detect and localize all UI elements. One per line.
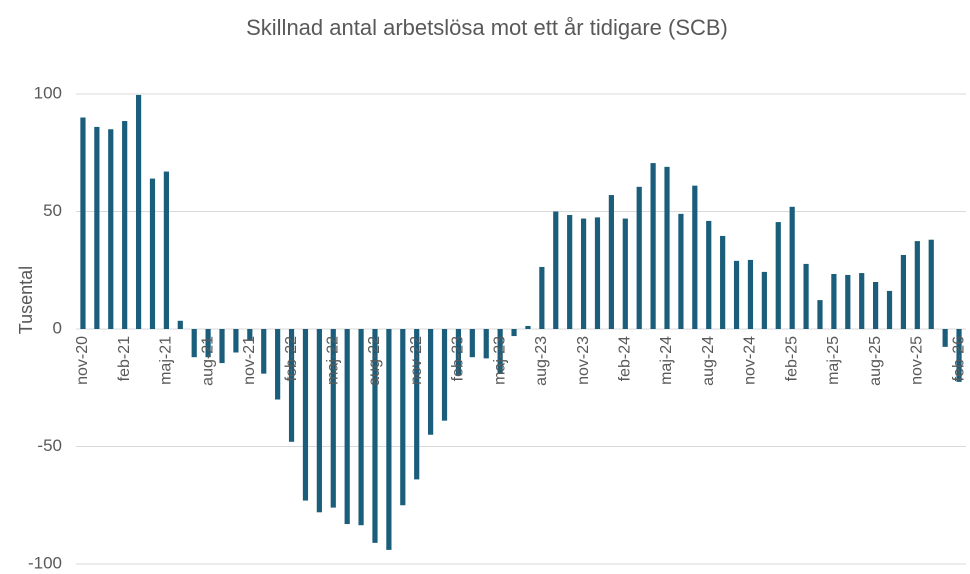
bar: [316, 329, 322, 513]
bar: [831, 274, 837, 329]
x-tick-label: aug-22: [366, 336, 383, 386]
bar: [525, 325, 531, 329]
x-tick-label: feb-22: [283, 336, 300, 381]
y-axis-label: Tusental: [16, 266, 36, 334]
x-tick-label: nov-24: [742, 336, 759, 385]
bar: [928, 239, 934, 329]
x-tick-label: maj-23: [491, 336, 508, 385]
bar: [358, 329, 364, 526]
bar: [733, 260, 740, 329]
bar: [108, 129, 114, 329]
x-tick-label: maj-25: [825, 336, 842, 385]
bar: [497, 329, 503, 374]
bar: [428, 329, 434, 435]
x-tick-label: aug-24: [700, 336, 717, 386]
x-tick-label: feb-23: [450, 336, 467, 381]
bar: [873, 282, 879, 329]
bar: [344, 329, 350, 525]
bar: [302, 329, 309, 501]
bar: [692, 185, 698, 329]
bar: [177, 320, 183, 329]
bar: [386, 329, 392, 550]
x-tick-label: feb-24: [617, 336, 634, 381]
bar: [580, 218, 587, 329]
bar: [650, 163, 656, 329]
bar: [636, 186, 642, 329]
bar: [372, 329, 378, 543]
bar: [247, 329, 253, 341]
x-tick-label: nov-21: [241, 336, 258, 385]
bar: [859, 273, 865, 329]
bar: [747, 259, 754, 329]
bar: [664, 166, 670, 329]
x-tick-label: feb-25: [783, 336, 800, 381]
bar: [94, 126, 100, 330]
bar: [608, 195, 614, 329]
bar: [469, 329, 475, 358]
bar: [803, 263, 809, 329]
bar: [678, 213, 684, 329]
bar: [80, 117, 86, 329]
bar: [149, 178, 156, 329]
bar: [553, 211, 559, 329]
y-tick-label: 50: [43, 201, 62, 220]
bar: [191, 329, 197, 358]
x-tick-label: maj-24: [658, 336, 675, 385]
bar: [567, 215, 573, 329]
y-tick-label: -100: [28, 553, 62, 572]
y-tick-label: 100: [34, 83, 62, 102]
bar: [775, 222, 781, 329]
x-tick-label: aug-23: [533, 336, 550, 386]
bar: [720, 235, 726, 329]
bar: [441, 329, 448, 421]
bar: [594, 217, 601, 329]
bar: [455, 329, 462, 375]
chart-title: Skillnad antal arbetslösa mot ett år tid…: [246, 15, 728, 40]
bar: [288, 329, 295, 442]
bar: [942, 329, 948, 347]
bar: [817, 300, 823, 329]
bar: [122, 121, 128, 330]
x-tick-label: feb-21: [116, 336, 133, 381]
x-tick-label: maj-21: [158, 336, 175, 385]
bar: [219, 329, 225, 364]
bar: [261, 329, 267, 374]
bar: [845, 274, 851, 329]
y-tick-label: 0: [53, 318, 62, 337]
bar: [330, 329, 336, 508]
bar: [900, 254, 907, 329]
bar: [163, 171, 169, 329]
x-tick-label: nov-20: [74, 336, 91, 385]
bar: [414, 329, 420, 480]
bar: [956, 329, 962, 382]
x-tick-label: nov-25: [909, 336, 926, 385]
x-tick-label: nov-23: [575, 336, 592, 385]
bar: [135, 94, 142, 329]
bar: [886, 290, 893, 329]
bar: [789, 206, 795, 329]
bar: [483, 329, 489, 359]
bar: [400, 329, 406, 506]
y-tick-label: -50: [37, 436, 62, 455]
bar: [622, 218, 628, 329]
bar: [914, 241, 920, 329]
x-tick-label: maj-22: [324, 336, 341, 385]
bar: [539, 266, 545, 329]
bar: [511, 329, 517, 337]
x-tick-label: aug-25: [867, 336, 884, 386]
bar: [706, 220, 712, 329]
bar: [205, 329, 211, 358]
x-tick-label: feb-26: [950, 336, 967, 381]
bar: [275, 329, 281, 400]
bar: [233, 329, 239, 353]
x-tick-label: nov-22: [408, 336, 425, 385]
bar: [761, 271, 767, 329]
x-tick-label: aug-21: [199, 336, 216, 386]
